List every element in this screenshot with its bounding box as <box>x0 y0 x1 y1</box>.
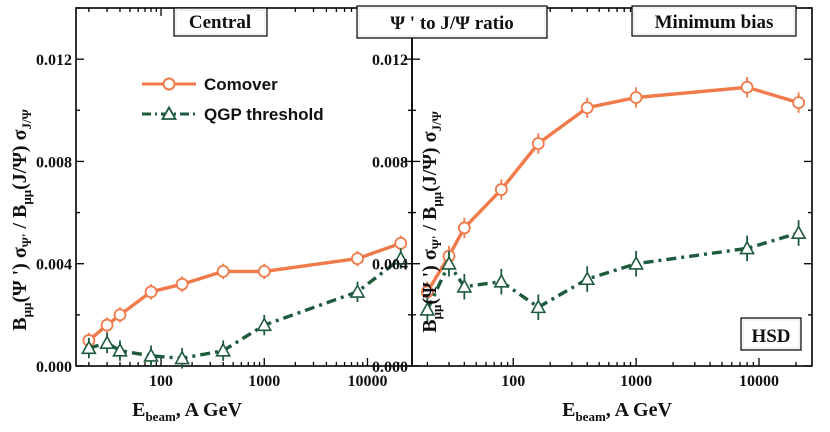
ytick-label-minbias: 0.012 <box>372 52 408 69</box>
legend: Comover QGP threshold <box>142 75 324 124</box>
suptitle-box: Ψ ' to J/Ψ ratio <box>356 5 548 39</box>
data-point-comover-central <box>144 285 158 299</box>
data-point-comover-central <box>257 264 271 278</box>
xtick-label-minbias: 100 <box>501 373 525 390</box>
data-point-qgp-minbias <box>419 301 436 316</box>
data-point-comover-minbias <box>531 137 545 150</box>
panel-minbias: 0.000 0.004 0.008 0.012 100 1000 10000 <box>372 7 813 390</box>
data-point-qgp-minbias <box>628 255 644 270</box>
ytick-label-central: 0.012 <box>36 52 72 69</box>
plot-frame-central <box>75 7 413 367</box>
data-point-comover-central <box>216 264 230 278</box>
xtick-label-central: 10000 <box>347 373 387 390</box>
figure-suptitle: Ψ ' to J/Ψ ratio <box>390 13 514 34</box>
xtick-label-central: 100 <box>149 373 173 390</box>
data-point-qgp-central <box>392 250 409 265</box>
legend-label-comover: Comover <box>204 75 278 94</box>
panel-title-minbias: Minimum bias <box>655 12 774 33</box>
hsd-label-box: HSD <box>740 317 802 351</box>
series-line-qgp-central <box>88 257 402 360</box>
data-point-qgp-minbias <box>530 299 547 314</box>
xtick-label-minbias: 1000 <box>620 373 652 390</box>
data-point-qgp-minbias <box>579 270 596 286</box>
data-point-comover-central <box>100 318 114 332</box>
data-point-qgp-minbias <box>441 255 457 270</box>
data-point-comover-minbias <box>629 91 643 104</box>
ytick-label-minbias: 0.000 <box>372 359 408 376</box>
ytick-label-central: 0.008 <box>36 154 72 171</box>
panel-title-central-box: Central <box>173 7 268 37</box>
ytick-label-minbias: 0.004 <box>372 257 408 274</box>
xtick-label-central: 1000 <box>248 373 280 390</box>
data-point-comover-minbias <box>740 80 754 94</box>
data-point-comover-central <box>351 252 364 266</box>
data-point-qgp-central <box>99 334 115 349</box>
data-point-comover-central <box>175 277 189 291</box>
data-point-qgp-minbias <box>493 273 510 288</box>
legend-label-qgp: QGP threshold <box>204 105 324 124</box>
data-point-qgp-minbias <box>790 224 807 240</box>
xtick-label-minbias: 10000 <box>739 373 779 390</box>
data-point-qgp-minbias <box>456 278 473 293</box>
ytick-label-minbias: 0.008 <box>372 154 408 171</box>
data-point-comover-minbias <box>494 183 508 196</box>
panel-central: 0.000 0.004 0.008 0.012 100 1000 10000 <box>36 7 413 390</box>
data-point-comover-minbias <box>792 96 805 110</box>
data-point-qgp-minbias <box>739 240 755 255</box>
panel-title-minbias-box: Minimum bias <box>631 5 797 37</box>
legend-marker-qgp <box>160 105 178 120</box>
ylabel-right: Bμμ(Ψ ') σΨ' / Bμμ(J/Ψ) σJ/Ψ <box>419 110 444 332</box>
hsd-label: HSD <box>751 326 790 347</box>
ytick-label-central: 0.004 <box>36 257 72 274</box>
ytick-label-central: 0.000 <box>36 359 72 376</box>
xlabel-right: Ebeam, A GeV <box>562 399 672 424</box>
data-point-comover-minbias <box>580 101 594 115</box>
data-point-qgp-central <box>349 283 366 298</box>
data-point-qgp-central <box>112 342 128 357</box>
data-point-comover-central <box>394 236 408 250</box>
data-point-qgp-central <box>143 347 159 362</box>
ylabel-left: Bμμ(Ψ ') σΨ' / Bμμ(J/Ψ) σJ/Ψ <box>9 108 34 330</box>
data-point-qgp-central <box>256 316 273 332</box>
plot-frame-minbias <box>411 7 813 367</box>
data-point-comover-central <box>113 308 127 322</box>
panel-title-central: Central <box>189 12 251 33</box>
data-point-qgp-central <box>81 339 97 355</box>
data-point-qgp-central <box>174 350 190 365</box>
xlabel-left: Ebeam, A GeV <box>132 399 242 424</box>
series-line-comover-minbias <box>425 85 800 293</box>
series-line-qgp-minbias <box>425 231 800 311</box>
legend-marker-comover <box>162 77 176 91</box>
data-point-comover-minbias <box>457 221 471 235</box>
data-point-qgp-central <box>215 342 232 357</box>
